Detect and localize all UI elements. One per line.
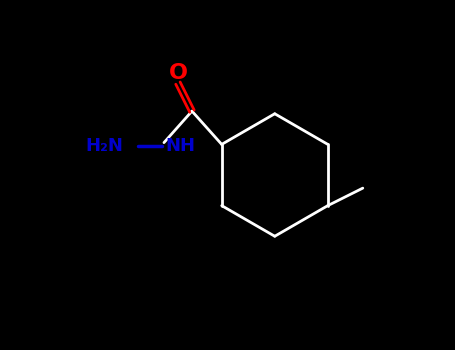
Text: H₂N: H₂N (86, 137, 124, 155)
Text: O: O (168, 63, 187, 83)
Text: NH: NH (166, 137, 196, 155)
